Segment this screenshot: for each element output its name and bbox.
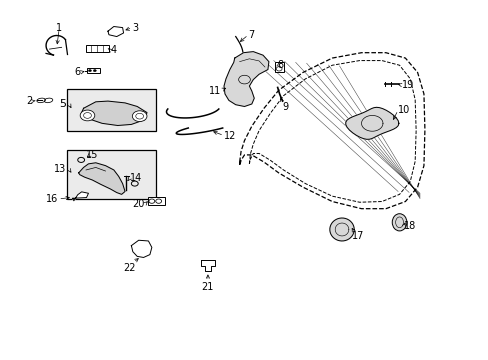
Text: 8: 8 (277, 60, 283, 70)
Text: 7: 7 (248, 30, 254, 40)
Polygon shape (345, 107, 398, 139)
Text: 6: 6 (74, 67, 80, 77)
Text: 5: 5 (60, 99, 66, 109)
Text: 2: 2 (26, 96, 32, 106)
Ellipse shape (391, 214, 406, 231)
Text: 11: 11 (208, 86, 221, 96)
Text: 15: 15 (86, 150, 98, 160)
Polygon shape (81, 101, 147, 126)
Circle shape (88, 69, 91, 72)
FancyBboxPatch shape (67, 89, 156, 131)
Text: 9: 9 (282, 102, 288, 112)
Circle shape (80, 110, 95, 121)
Text: 16: 16 (46, 194, 58, 204)
Text: 3: 3 (132, 23, 138, 33)
Text: 18: 18 (404, 221, 416, 231)
FancyBboxPatch shape (67, 150, 156, 199)
Polygon shape (131, 240, 152, 257)
Bar (148, 197, 164, 205)
Text: 13: 13 (54, 164, 66, 174)
Polygon shape (108, 27, 123, 37)
Text: 21: 21 (202, 282, 214, 292)
Text: 12: 12 (224, 131, 236, 141)
Text: 10: 10 (397, 105, 409, 115)
Circle shape (132, 111, 147, 122)
Polygon shape (200, 260, 215, 271)
Text: 20: 20 (132, 199, 144, 210)
Bar (274, 62, 283, 72)
Text: 1: 1 (56, 23, 62, 33)
Polygon shape (79, 163, 125, 194)
Circle shape (93, 69, 96, 72)
Polygon shape (329, 218, 353, 241)
Polygon shape (224, 51, 268, 107)
Text: 14: 14 (130, 173, 142, 183)
Bar (87, 68, 100, 73)
Text: 19: 19 (401, 80, 413, 90)
Polygon shape (73, 192, 88, 201)
Text: 17: 17 (351, 231, 364, 241)
Text: 4: 4 (110, 45, 116, 55)
Bar (86, 45, 109, 51)
Text: 22: 22 (123, 263, 136, 273)
